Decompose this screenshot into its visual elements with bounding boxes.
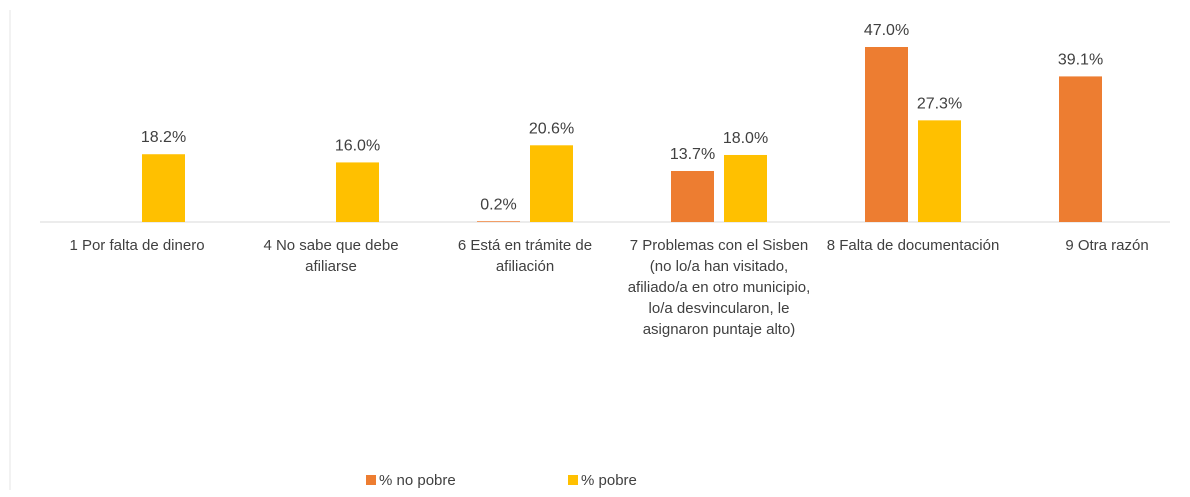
bar: [918, 120, 961, 222]
x-tick-label: 8 Falta de documentación: [826, 237, 1000, 254]
bar: [865, 47, 908, 222]
x-tick-label: 1 Por falta de dinero: [69, 237, 205, 254]
bar: [1059, 76, 1102, 223]
bar: [142, 154, 185, 222]
data-label: 16.0%: [335, 137, 380, 154]
data-label: 20.6%: [529, 120, 574, 137]
data-label: 39.1%: [1058, 51, 1103, 68]
bar: [336, 162, 379, 222]
data-label: 13.7%: [670, 146, 715, 163]
x-tick-label: 9 Otra razón: [1065, 237, 1149, 254]
x-tick-label: 4 No sabe que debe afiliarse: [263, 237, 399, 275]
data-label: 0.2%: [480, 196, 516, 213]
bar: [724, 154, 767, 222]
bar: [671, 170, 714, 222]
data-label: 47.0%: [864, 22, 909, 39]
legend-label: % pobre: [581, 472, 637, 489]
legend-swatch: [366, 475, 376, 485]
bar: [530, 145, 573, 222]
data-label: 18.0%: [723, 130, 768, 147]
data-label: 27.3%: [917, 95, 962, 112]
bar: [477, 221, 520, 222]
legend-label: % no pobre: [379, 472, 456, 489]
data-label: 18.2%: [141, 129, 186, 146]
legend-swatch: [568, 475, 578, 485]
x-tick-label: 6 Está en trámite de afiliación: [457, 237, 593, 275]
x-tick-label: 7 Problemas con el Sisben (no lo/a han v…: [627, 237, 811, 338]
